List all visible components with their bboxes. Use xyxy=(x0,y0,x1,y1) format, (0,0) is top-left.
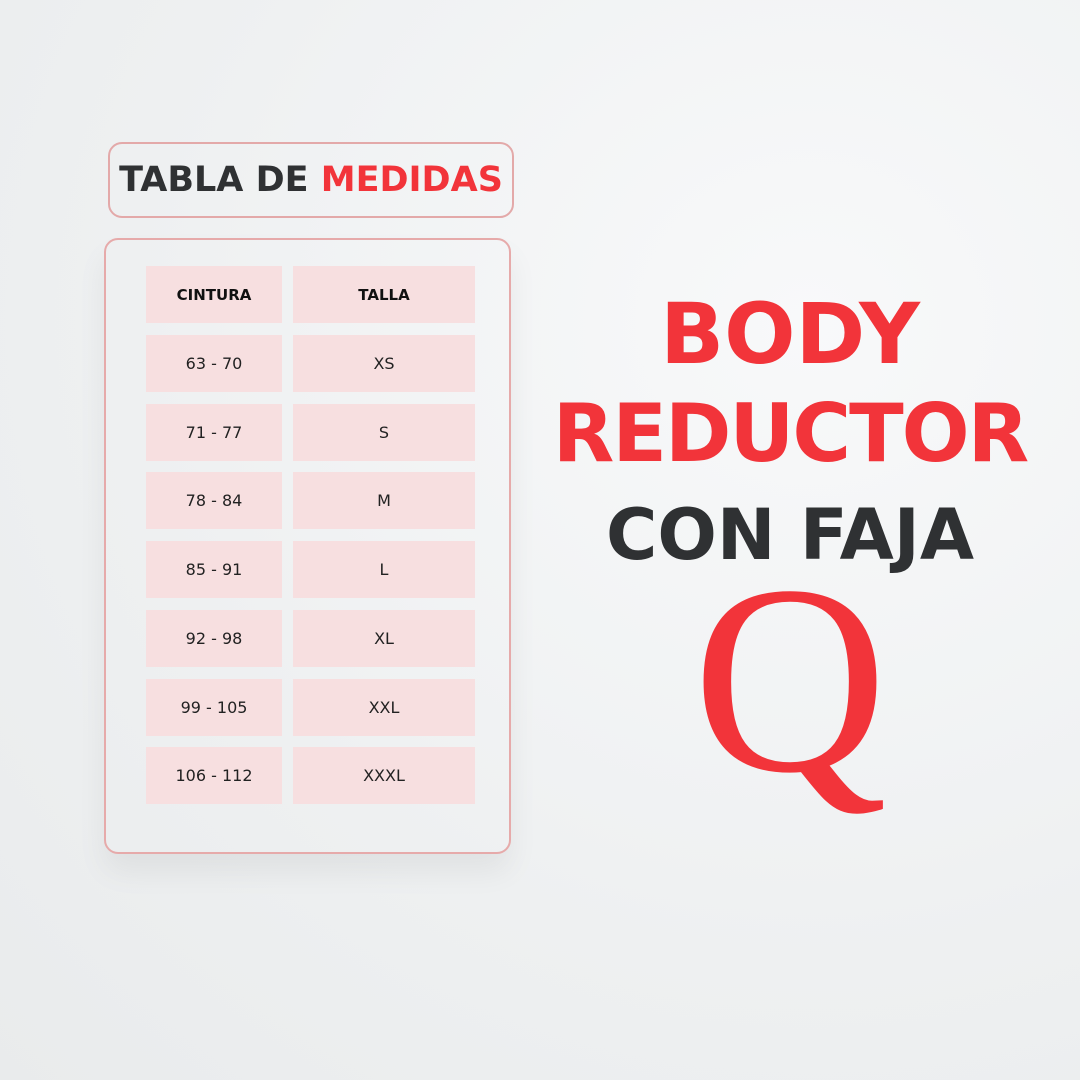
header-talla: TALLA xyxy=(293,266,475,323)
size-chart-title: TABLA DE MEDIDAS xyxy=(108,142,514,218)
cintura-cell: 78 - 84 xyxy=(146,472,282,530)
brand-logo-q: Q xyxy=(692,530,888,829)
cintura-cell: 92 - 98 xyxy=(146,609,282,667)
talla-cell: L xyxy=(293,541,475,599)
header-cintura: CINTURA xyxy=(146,266,282,323)
title-part2: MEDIDAS xyxy=(320,160,503,200)
cintura-cell: 99 - 105 xyxy=(146,678,282,736)
talla-cell: S xyxy=(293,403,475,461)
talla-cell: XXL xyxy=(293,678,475,736)
cintura-cell: 106 - 112 xyxy=(146,747,282,805)
product-line-1: BODY xyxy=(660,285,920,383)
product-line-2: REDUCTOR xyxy=(552,387,1030,480)
cintura-cell: 63 - 70 xyxy=(146,335,282,392)
cintura-cell: 71 - 77 xyxy=(146,403,282,461)
talla-cell: XL xyxy=(293,609,475,667)
talla-cell: XS xyxy=(293,335,475,392)
title-part1: TABLA DE xyxy=(119,160,309,200)
talla-cell: XXXL xyxy=(293,747,475,805)
product-line-3: CON FAJA xyxy=(605,494,974,576)
talla-cell: M xyxy=(293,472,475,530)
cintura-cell: 85 - 91 xyxy=(146,541,282,599)
size-table: CINTURA TALLA 63 - 70 XS 71 - 77 S 78 - 84 M 8… xyxy=(104,238,511,854)
